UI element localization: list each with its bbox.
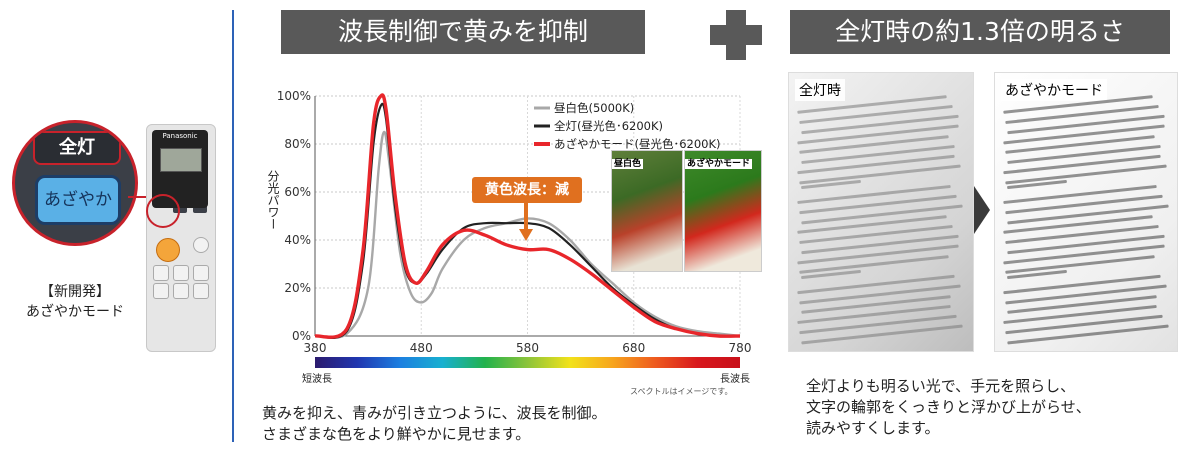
text-line xyxy=(797,184,951,205)
legend-label: 全灯(昼光色･6200K) xyxy=(554,119,663,133)
panel-azayaka-label: あざやかモード xyxy=(1001,79,1107,101)
chart-caption-line2: さまざまな色をより鮮やかに見せます。 xyxy=(262,425,531,443)
remote-zoom-circle: 全灯 あざやか xyxy=(12,120,138,246)
text-photo-zentou: 全灯時 xyxy=(788,72,974,352)
text-line xyxy=(1003,274,1161,295)
text-photo-azayaka: あざやかモード xyxy=(994,72,1178,352)
y-tick-label: 60% xyxy=(284,185,311,199)
plus-icon-bar xyxy=(710,25,762,45)
series-line-2 xyxy=(314,102,741,339)
new-mode-label: 【新開発】 あざやかモード xyxy=(20,282,130,322)
zentou-button: 全灯 xyxy=(33,131,121,165)
salad-photo-daylight: 昼白色 xyxy=(611,150,683,272)
series-line-3 xyxy=(314,93,741,339)
text-line xyxy=(797,274,955,295)
remote-key xyxy=(193,265,209,281)
azayaka-key-highlight xyxy=(146,194,180,228)
yellow-reduction-callout: 黄色波長：減 xyxy=(472,177,582,203)
brightness-caption-line3: 読みやすくします。 xyxy=(806,419,940,437)
spectrum-note: スペクトルはイメージです。 xyxy=(630,387,733,396)
brightness-caption: 全灯よりも明るい光で、手元を照らし、 文字の輪郭をくっきりと浮かび上がらせ、 読… xyxy=(806,376,1091,439)
arrow-right-icon xyxy=(974,186,990,234)
y-tick-label: 40% xyxy=(284,233,311,247)
text-line xyxy=(1003,184,1157,205)
x-tick-label: 580 xyxy=(516,341,539,355)
chart-caption: 黄みを抑え、青みが引き立つように、波長を制御。 さまざまな色をより鮮やかに見せま… xyxy=(262,403,607,445)
remote-key xyxy=(153,283,169,299)
azayaka-button: あざやか xyxy=(35,175,121,225)
x-tick-label: 780 xyxy=(729,341,752,355)
spectrum-long-label: 長波長 xyxy=(720,374,750,385)
remote-key xyxy=(153,265,169,281)
callout-arrow-icon xyxy=(519,203,533,241)
photo-azayaka-label: あざやかモード xyxy=(685,159,753,169)
x-tick-label: 380 xyxy=(304,341,327,355)
text-line xyxy=(797,215,947,234)
remote-key xyxy=(173,283,189,299)
spectrum-bar xyxy=(315,357,740,368)
remote-key xyxy=(193,283,209,299)
x-tick-label: 480 xyxy=(410,341,433,355)
y-tick-label: 80% xyxy=(284,137,311,151)
chart-ylabel: 分光パワー xyxy=(266,170,280,230)
banner-wavelength: 波長制御で黄みを抑制 xyxy=(281,10,645,54)
banner-brightness: 全灯時の約1.3倍の明るさ xyxy=(790,10,1170,54)
remote-lcd xyxy=(160,148,202,172)
text-line xyxy=(797,154,955,175)
chart-caption-line1: 黄みを抑え、青みが引き立つように、波長を制御。 xyxy=(262,404,607,422)
remote-brand: Panasonic xyxy=(162,132,198,140)
text-line xyxy=(1003,154,1161,175)
brightness-caption-line1: 全灯よりも明るい光で、手元を照らし、 xyxy=(806,377,1076,395)
legend-label: 昼白色(5000K) xyxy=(554,101,634,115)
new-label-line1: 【新開発】 xyxy=(40,284,110,300)
series-line-1 xyxy=(314,130,741,339)
panel-zentou-label: 全灯時 xyxy=(795,79,845,101)
section-divider xyxy=(232,10,234,442)
legend-label: あざやかモード(昼光色･6200K) xyxy=(554,137,721,151)
zoom-connector xyxy=(128,196,148,198)
x-tick-label: 680 xyxy=(622,341,645,355)
y-tick-label: 0% xyxy=(292,329,311,343)
y-tick-label: 20% xyxy=(284,281,311,295)
new-label-line2: あざやかモード xyxy=(26,304,124,320)
y-tick-label: 100% xyxy=(277,89,311,103)
text-line xyxy=(1003,215,1153,234)
photo-daylight-label: 昼白色 xyxy=(612,159,644,169)
spectrum-short-label: 短波長 xyxy=(302,374,332,385)
salad-photo-azayaka: あざやかモード xyxy=(684,150,762,272)
remote-orange-key xyxy=(156,238,180,262)
remote-key xyxy=(193,237,209,253)
brightness-caption-line2: 文字の輪郭をくっきりと浮かび上がらせ、 xyxy=(806,398,1091,416)
remote-key xyxy=(173,265,189,281)
